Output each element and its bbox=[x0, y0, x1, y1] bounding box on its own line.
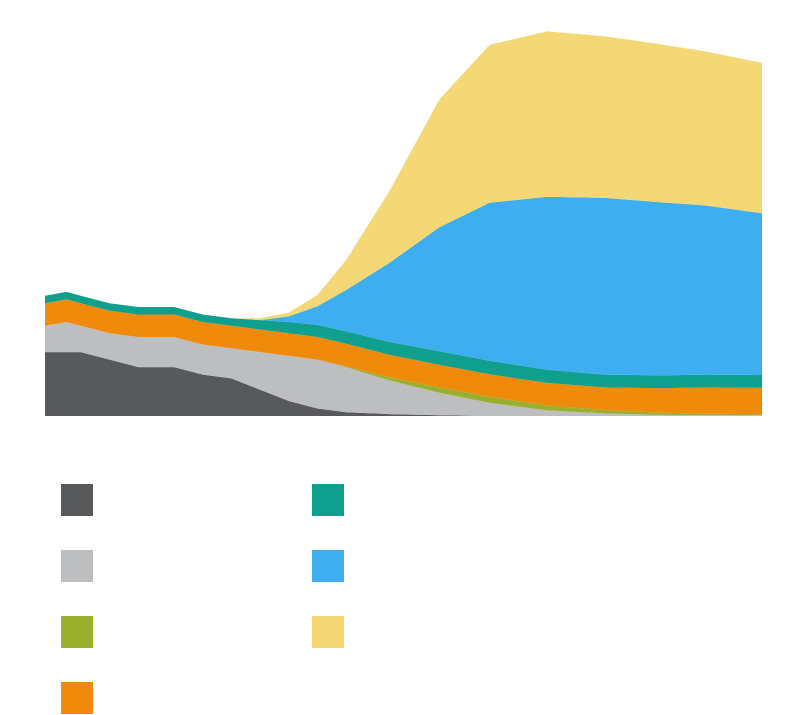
legend-swatch-7 bbox=[312, 616, 344, 648]
legend-swatch-2 bbox=[61, 550, 93, 582]
area-series-5 bbox=[45, 291, 762, 389]
legend-swatch-5 bbox=[312, 484, 344, 516]
area-series-7 bbox=[45, 31, 762, 321]
legend-swatch-6 bbox=[312, 550, 344, 582]
legend-swatch-3 bbox=[61, 616, 93, 648]
chart-areas bbox=[45, 31, 762, 416]
legend-swatch-4 bbox=[61, 682, 93, 714]
area-series-4 bbox=[45, 299, 762, 415]
area-series-6 bbox=[45, 196, 762, 376]
area-series-1 bbox=[45, 352, 762, 416]
legend-swatch-1 bbox=[61, 484, 93, 516]
area-series-2 bbox=[45, 322, 762, 416]
